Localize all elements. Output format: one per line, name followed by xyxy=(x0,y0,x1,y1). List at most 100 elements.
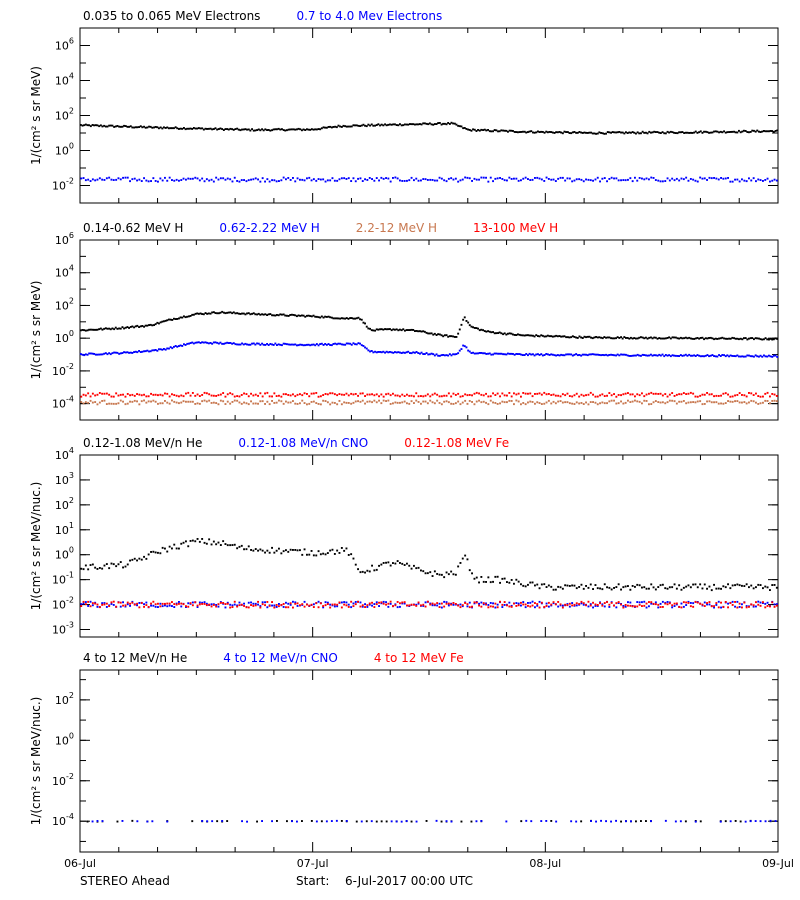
data-point xyxy=(477,352,479,355)
data-point xyxy=(457,332,460,335)
data-point xyxy=(431,575,434,577)
data-point xyxy=(522,402,525,404)
data-point xyxy=(673,395,676,397)
data-point xyxy=(532,334,534,337)
data-point xyxy=(443,605,446,608)
data-point xyxy=(385,820,388,823)
data-point xyxy=(257,549,259,552)
data-point xyxy=(764,606,767,609)
data-point xyxy=(666,354,669,357)
data-point xyxy=(257,600,259,603)
data-point xyxy=(364,124,366,127)
data-point xyxy=(368,603,371,606)
data-point xyxy=(679,354,682,356)
data-point xyxy=(459,603,462,606)
data-point xyxy=(467,349,470,352)
data-point xyxy=(480,820,483,822)
data-point xyxy=(724,586,727,589)
data-point xyxy=(659,602,662,605)
data-point xyxy=(236,180,239,182)
data-point xyxy=(594,178,597,181)
data-point xyxy=(232,311,235,314)
data-point xyxy=(365,820,368,823)
data-point xyxy=(683,337,686,340)
data-point xyxy=(227,128,230,131)
data-point xyxy=(564,401,567,404)
data-point xyxy=(154,349,157,351)
data-point xyxy=(233,399,236,402)
data-point xyxy=(731,400,734,403)
data-point xyxy=(608,603,611,606)
data-point xyxy=(630,820,632,823)
data-point xyxy=(80,605,83,607)
data-point xyxy=(752,604,755,607)
data-point xyxy=(161,546,164,549)
data-point xyxy=(473,601,476,604)
data-point xyxy=(219,177,222,180)
data-point xyxy=(715,401,718,404)
data-point xyxy=(264,128,267,131)
data-point xyxy=(415,177,418,180)
data-point xyxy=(436,604,439,607)
data-point xyxy=(310,550,313,552)
data-point xyxy=(620,820,622,823)
data-point xyxy=(515,131,518,133)
data-point xyxy=(766,355,769,358)
data-point xyxy=(589,179,592,182)
data-point xyxy=(276,820,278,822)
data-point xyxy=(315,554,318,557)
data-point xyxy=(490,130,493,133)
data-point xyxy=(238,395,241,398)
data-point xyxy=(568,336,571,339)
start-label: Start: xyxy=(296,874,330,888)
data-point xyxy=(492,605,494,608)
data-point xyxy=(570,353,573,356)
data-point xyxy=(254,402,257,405)
data-point xyxy=(236,399,239,402)
data-point xyxy=(121,125,124,128)
data-point xyxy=(517,131,519,134)
data-point xyxy=(489,399,492,402)
data-point xyxy=(571,602,574,604)
data-point xyxy=(443,600,446,603)
data-point xyxy=(354,601,357,603)
data-point xyxy=(319,403,322,406)
data-point xyxy=(401,180,404,182)
data-point xyxy=(390,329,393,332)
data-point xyxy=(505,333,508,336)
data-point xyxy=(508,581,511,584)
data-point xyxy=(143,125,145,128)
data-point xyxy=(205,542,208,545)
data-point xyxy=(601,588,604,591)
data-point xyxy=(375,124,378,126)
data-point xyxy=(119,352,122,355)
data-point xyxy=(616,131,619,134)
data-point xyxy=(236,127,239,130)
data-point xyxy=(536,392,539,395)
y-tick-label: 10-3 xyxy=(52,620,74,636)
data-point xyxy=(164,400,166,402)
data-point xyxy=(205,392,208,395)
data-point xyxy=(638,394,641,397)
data-point xyxy=(763,338,765,341)
data-point xyxy=(673,131,676,134)
data-point xyxy=(599,394,601,397)
data-point xyxy=(331,603,334,606)
data-point xyxy=(198,402,201,405)
data-point xyxy=(753,129,755,132)
data-point xyxy=(701,131,704,134)
data-point xyxy=(438,122,441,124)
data-point xyxy=(129,180,131,183)
data-point xyxy=(367,123,370,126)
data-point xyxy=(347,317,350,320)
data-point xyxy=(508,352,511,355)
y-tick-label: 102 xyxy=(55,107,74,123)
data-point xyxy=(285,606,287,609)
data-point xyxy=(694,179,697,182)
data-point xyxy=(606,402,608,405)
data-point xyxy=(468,324,471,327)
data-point xyxy=(587,605,590,608)
data-point xyxy=(717,395,720,397)
data-point xyxy=(301,343,303,346)
data-point xyxy=(440,123,443,126)
